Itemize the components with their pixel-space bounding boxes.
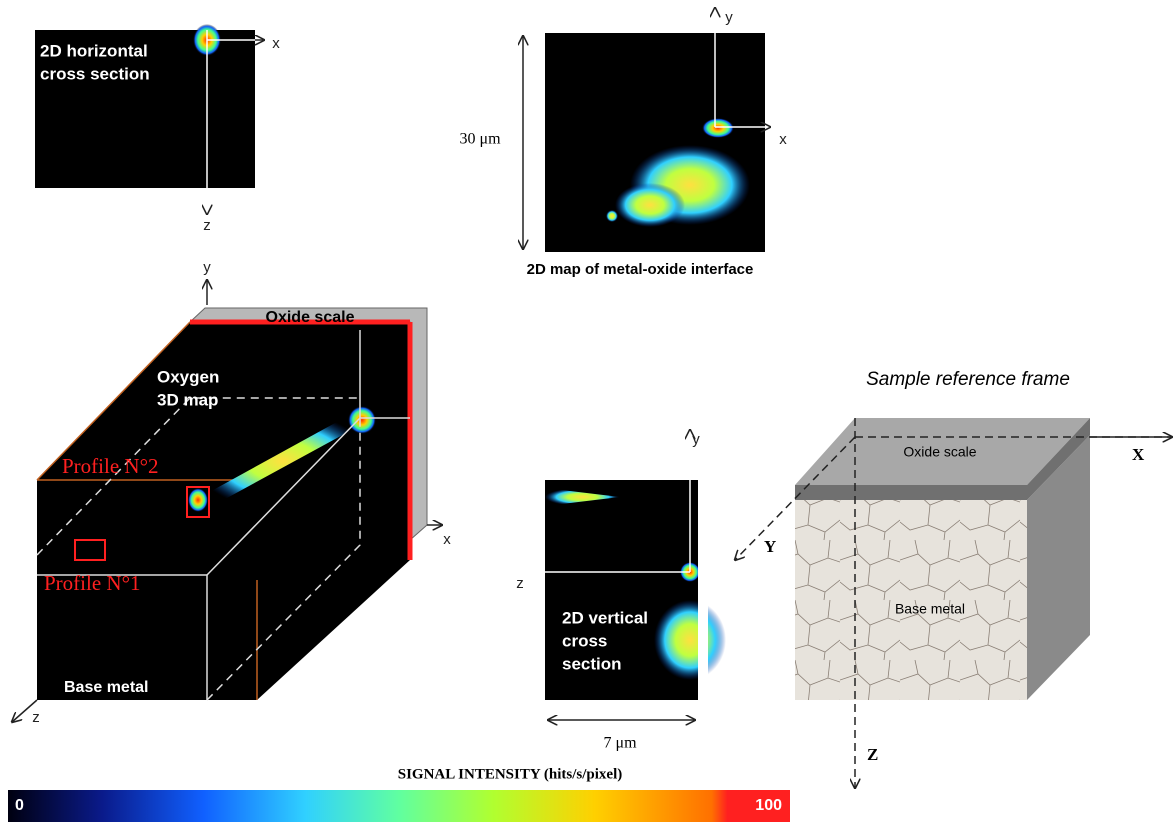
base-label: Base metal [895, 601, 965, 617]
map-label: Oxygen [157, 367, 219, 386]
dimension-label: 30 μm [459, 131, 501, 148]
colorbar-title: SIGNAL INTENSITY (hits/s/pixel) [398, 766, 623, 782]
base-label: Base metal [64, 679, 149, 696]
colorbar-max: 100 [755, 797, 782, 814]
axis-label: Z [867, 745, 878, 764]
section-label: 2D horizontal [40, 41, 148, 60]
axis-label: Y [764, 537, 776, 556]
hot-spot [348, 406, 376, 434]
section-label: cross section [40, 64, 150, 83]
axis-label: x [443, 531, 451, 548]
oxide-label: Oxide scale [903, 444, 976, 460]
axis-label: z [203, 217, 211, 234]
oxide-region [654, 600, 726, 680]
dimension-label: 7 μm [603, 735, 637, 752]
section-label: section [562, 654, 622, 673]
axis-label: x [779, 131, 787, 148]
oxide-label: Oxide scale [266, 309, 355, 326]
hot-spot [702, 118, 734, 138]
frame-title: Sample reference frame [866, 369, 1070, 390]
oxide-region [615, 183, 685, 227]
axis-label: y [203, 259, 211, 276]
axis-label: X [1132, 445, 1145, 464]
map-caption: 2D map of metal-oxide interface [527, 261, 754, 278]
axis-label: y [692, 431, 700, 448]
map-label: 3D map [157, 390, 218, 409]
axis-label: y [725, 9, 733, 26]
section-label: cross [562, 631, 607, 650]
page: {"horizontal_section": {"label_lines": [… [0, 0, 1175, 822]
hot-spot [188, 488, 208, 512]
axis-label: z [516, 575, 524, 592]
profile-label: Profile N°2 [62, 454, 158, 478]
section-label: 2D vertical [562, 608, 648, 627]
axis-label: x [272, 35, 280, 52]
profile-label: Profile N°1 [44, 571, 140, 595]
block-image [37, 322, 410, 700]
mask [698, 480, 708, 700]
colorbar-min: 0 [15, 797, 24, 814]
oxide-region [606, 210, 618, 222]
axis-label: z [32, 709, 40, 726]
colorbar [8, 790, 790, 822]
figure: 2D horizontal cross section x z y x 30 μ… [0, 0, 1175, 822]
